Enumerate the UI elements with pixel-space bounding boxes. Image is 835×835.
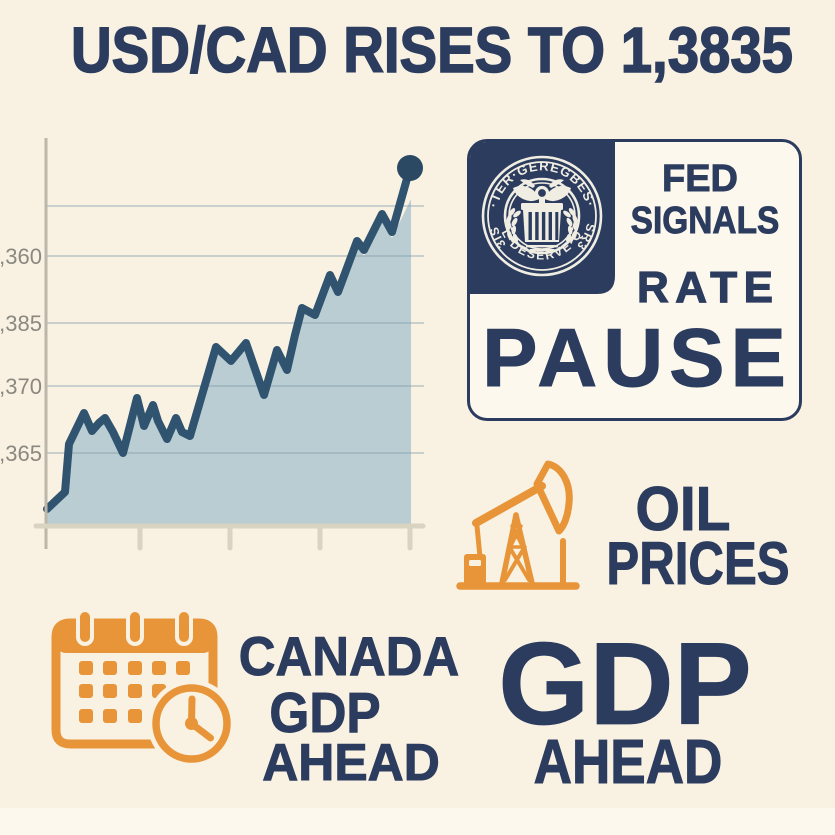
svg-text:,385: ,385 bbox=[0, 311, 42, 336]
svg-text:,365: ,365 bbox=[0, 441, 42, 466]
svg-text:,370: ,370 bbox=[0, 374, 42, 399]
svg-text:,360: ,360 bbox=[0, 244, 42, 269]
